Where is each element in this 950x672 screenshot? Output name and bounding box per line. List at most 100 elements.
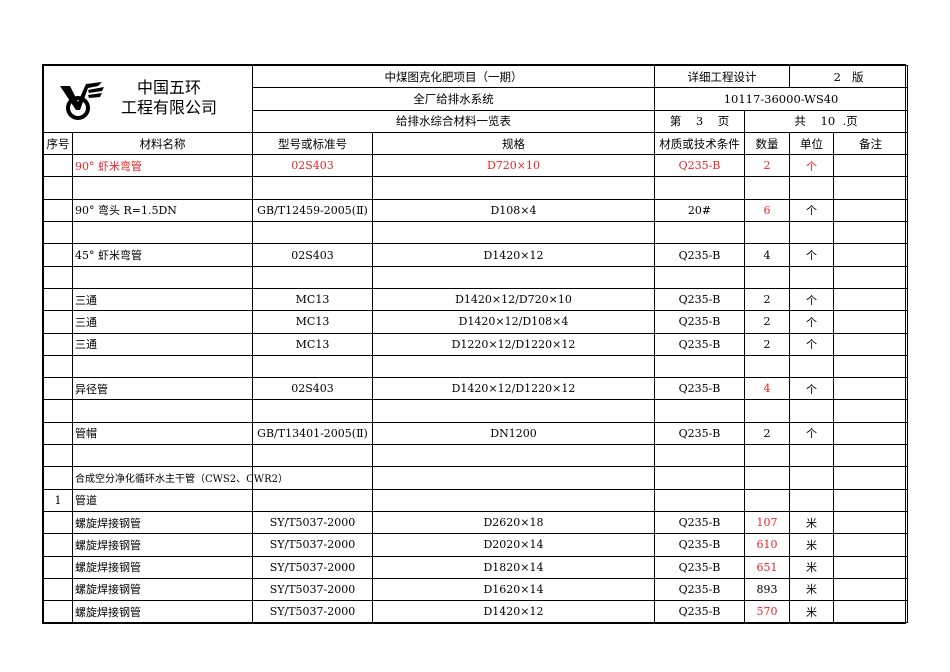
quantity-cell (743, 488, 791, 512)
company-block: 中国五环 工程有限公司 (43, 65, 253, 133)
note-cell (833, 265, 909, 289)
unit-cell: 米 (789, 555, 835, 579)
specification-cell: D108×4 (372, 198, 655, 223)
material-cell: Q235-B (654, 600, 745, 624)
design-stage: 详细工程设计 (653, 64, 791, 89)
material-cell: Q235-B (654, 421, 745, 446)
note-cell (833, 243, 909, 267)
standard-cell: SY/T5037-2000 (252, 600, 373, 624)
quantity-cell: 893 (743, 577, 791, 602)
row-number-cell (43, 332, 73, 356)
row-number-cell (43, 310, 73, 334)
row-number-cell (43, 377, 73, 401)
table-row (43, 221, 909, 245)
table-row: 90° 弯头 R=1.5DN GB/T12459-2005(Ⅱ) D108×4 20#… (43, 198, 909, 223)
row-number-cell (43, 265, 73, 289)
unit-cell (789, 399, 835, 423)
table-row (43, 444, 909, 468)
quantity-cell: 2 (743, 287, 791, 312)
standard-cell: SY/T5037-2000 (252, 577, 373, 602)
unit-cell: 个 (789, 243, 835, 267)
col-header-standard: 型号或标准号 (252, 131, 373, 156)
material-cell: Q235-B (654, 577, 745, 602)
standard-cell: 02S403 (252, 243, 373, 267)
quantity-cell: 651 (743, 555, 791, 579)
standard-cell: SY/T5037-2000 (252, 510, 373, 535)
material-name-cell: 45° 虾米弯管 (72, 243, 253, 267)
note-cell (833, 600, 909, 624)
table-row (43, 176, 909, 200)
material-cell (654, 399, 745, 423)
material-cell: Q235-B (654, 310, 745, 334)
material-name-cell: 三通 (72, 287, 253, 312)
quantity-cell: 2 (743, 310, 791, 334)
note-cell (833, 555, 909, 579)
project-name: 中煤图克化肥项目（一期） (252, 64, 655, 89)
row-number-cell (43, 510, 73, 535)
standard-cell: 02S403 (252, 377, 373, 401)
standard-cell: MC13 (252, 287, 373, 312)
standard-cell: SY/T5037-2000 (252, 533, 373, 557)
material-name-cell (72, 176, 253, 200)
material-name-cell: 90° 弯头 R=1.5DN (72, 198, 253, 223)
col-header-unit: 单位 (789, 131, 835, 156)
table-row: 管帽 GB/T13401-2005(Ⅱ) DN1200 Q235-B 2 个 (43, 421, 909, 446)
table-row: 45° 虾米弯管 02S403 D1420×12 Q235-B 4 个 (43, 243, 909, 267)
unit-cell: 个 (789, 154, 835, 178)
specification-cell: D1620×14 (372, 577, 655, 602)
standard-cell (252, 354, 373, 379)
row-number-cell (43, 444, 73, 468)
material-name-cell: 三通 (72, 310, 253, 334)
table-row (43, 265, 909, 289)
col-header-material: 材质或技术条件 (654, 131, 745, 156)
unit-cell: 个 (789, 332, 835, 356)
material-cell: 20# (654, 198, 745, 223)
row-number-cell (43, 466, 73, 490)
row-number-cell (43, 198, 73, 223)
row-number-cell (43, 600, 73, 624)
standard-cell: 02S403 (252, 154, 373, 178)
material-cell: Q235-B (654, 287, 745, 312)
unit-cell: 米 (789, 533, 835, 557)
note-cell (833, 577, 909, 602)
specification-cell (372, 354, 655, 379)
unit-cell (789, 488, 835, 512)
note-cell (833, 488, 909, 512)
unit-cell: 米 (789, 510, 835, 535)
specification-cell: D1420×12/D108×4 (372, 310, 655, 334)
unit-cell: 个 (789, 198, 835, 223)
standard-cell (252, 265, 373, 289)
unit-cell: 个 (789, 377, 835, 401)
specification-cell: D2620×18 (372, 510, 655, 535)
col-header-quantity: 数量 (743, 131, 791, 156)
material-cell (654, 265, 745, 289)
quantity-cell (743, 444, 791, 468)
unit-cell (789, 176, 835, 200)
quantity-cell (743, 399, 791, 423)
company-name: 中国五环 工程有限公司 (120, 78, 217, 117)
material-cell: Q235-B (654, 533, 745, 557)
specification-cell (372, 221, 655, 245)
note-cell (833, 466, 909, 490)
material-cell (654, 354, 745, 379)
standard-cell (252, 444, 373, 468)
material-cell (654, 176, 745, 200)
material-name-cell: 异径管 (72, 377, 253, 401)
material-cell (654, 221, 745, 245)
note-cell (833, 354, 909, 379)
standard-cell: GB/T12459-2005(Ⅱ) (252, 198, 373, 223)
note-cell (833, 287, 909, 312)
material-cell (654, 488, 745, 512)
note-cell (833, 221, 909, 245)
note-cell (833, 510, 909, 535)
note-cell (833, 332, 909, 356)
note-cell (833, 399, 909, 423)
page-title: 给排水综合材料一览表 (252, 109, 655, 133)
row-number-cell (43, 577, 73, 602)
table-row (43, 399, 909, 423)
column-header-row: 序号 材料名称 型号或标准号 规格 材质或技术条件 数量 单位 备注 (43, 131, 909, 156)
specification-cell: D1420×12/D720×10 (372, 287, 655, 312)
table-row: 螺旋焊接钢管 SY/T5037-2000 D1620×14 Q235-B 893 米 (43, 577, 909, 602)
specification-cell: DN1200 (372, 421, 655, 446)
material-name-cell (72, 354, 253, 379)
